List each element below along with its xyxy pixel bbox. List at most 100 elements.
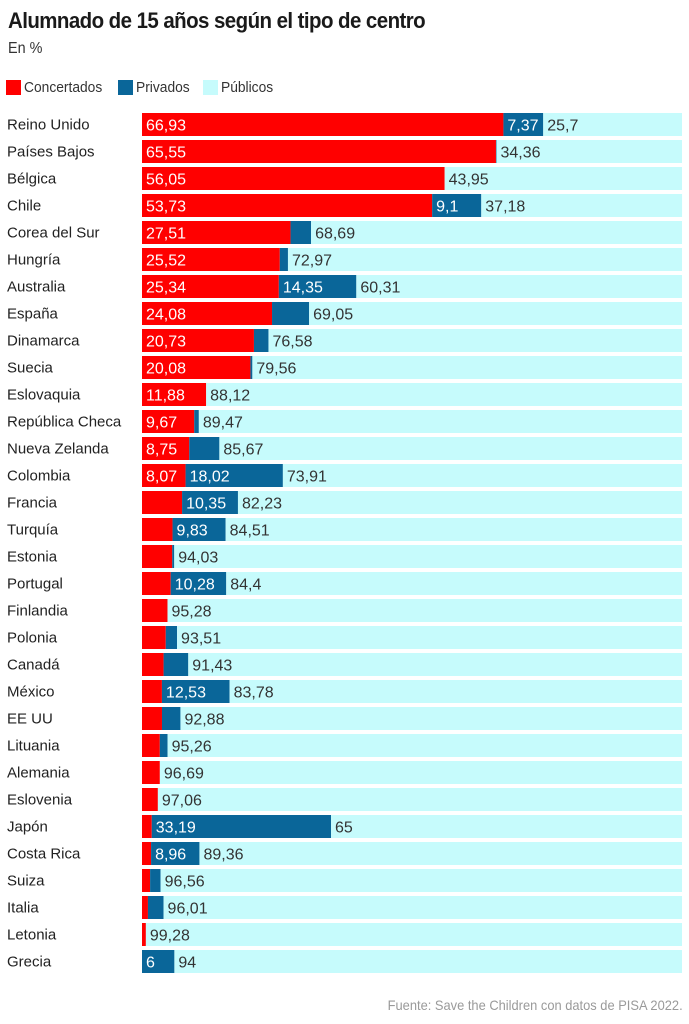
bar-segment-concertados xyxy=(142,167,445,190)
category-label: Suecia xyxy=(7,360,54,377)
category-label: Dinamarca xyxy=(7,333,80,350)
bar-segment-concertados xyxy=(142,896,148,919)
bar-segment-concertados xyxy=(142,302,273,325)
bar-segment-privados xyxy=(253,329,269,352)
bar-segment-concertados xyxy=(142,734,160,757)
data-label-publicos: 94,03 xyxy=(178,550,218,567)
data-label-publicos: 65 xyxy=(335,820,353,837)
category-label: Lituania xyxy=(7,738,60,755)
category-label: Suiza xyxy=(7,873,45,890)
bar-row: Corea del Sur 27,51 68,69 xyxy=(7,221,682,244)
legend-item-privados: Privados xyxy=(118,79,194,96)
data-label-publicos: 34,36 xyxy=(500,145,540,162)
bar-segment-publicos xyxy=(167,599,683,622)
bar-row: México 12,53 83,78 xyxy=(7,680,682,703)
category-label: Australia xyxy=(7,279,66,296)
data-label-concertados: 56,05 xyxy=(146,172,186,189)
data-label-publicos: 95,28 xyxy=(171,604,211,621)
bar-row: Suecia 20,08 79,56 xyxy=(7,356,682,379)
bar-row: Estonia 94,03 xyxy=(7,545,683,568)
bar-segment-publicos xyxy=(188,653,682,676)
category-label: Reino Unido xyxy=(7,117,90,134)
data-label-concertados: 25,34 xyxy=(146,280,186,297)
bar-row: Países Bajos 65,55 34,36 xyxy=(7,140,682,163)
bar-row: Chile 53,73 9,1 37,18 xyxy=(7,194,683,217)
category-label: Eslovenia xyxy=(7,792,73,809)
data-label-publicos: 43,95 xyxy=(449,172,489,189)
data-label-publicos: 96,69 xyxy=(164,766,204,783)
bar-segment-publicos xyxy=(226,572,683,595)
bar-segment-publicos xyxy=(157,788,682,811)
legend-item-concertados: Concertados xyxy=(6,79,109,96)
legend-label-privados: Privados xyxy=(136,79,190,96)
bar-segment-concertados xyxy=(142,842,152,865)
bar-segment-concertados xyxy=(142,491,183,514)
data-label-publicos: 60,31 xyxy=(360,280,400,297)
bar-segment-concertados xyxy=(142,140,496,163)
bar-segment-publicos xyxy=(496,140,682,163)
bar-segment-privados xyxy=(278,275,357,298)
category-label: República Checa xyxy=(7,414,122,431)
data-label-concertados: 8,75 xyxy=(146,442,177,459)
data-label-publicos: 99,28 xyxy=(150,928,190,945)
category-label: Portugal xyxy=(7,576,63,593)
data-label-privados: 6 xyxy=(146,955,155,972)
data-label-concertados: 9,67 xyxy=(146,415,177,432)
bar-segment-publicos xyxy=(159,761,682,784)
data-label-publicos: 96,01 xyxy=(168,901,208,918)
bar-segment-privados xyxy=(159,734,168,757)
category-label: Canadá xyxy=(7,657,60,674)
bar-segment-privados xyxy=(151,842,200,865)
data-label-publicos: 95,26 xyxy=(172,739,212,756)
category-label: Italia xyxy=(7,900,39,917)
bar-segment-concertados xyxy=(142,518,173,541)
bar-segment-publicos xyxy=(198,410,683,433)
data-label-publicos: 96,56 xyxy=(165,874,205,891)
bar-segment-publicos xyxy=(225,518,682,541)
data-label-concertados: 27,51 xyxy=(146,226,186,243)
bar-segment-publicos xyxy=(282,464,682,487)
bar-segment-privados xyxy=(165,626,178,649)
data-label-concertados: 20,08 xyxy=(146,361,186,378)
bar-row: Alemania 96,69 xyxy=(7,761,682,784)
bar-segment-privados xyxy=(142,950,175,973)
data-label-concertados: 24,08 xyxy=(146,307,186,324)
data-label-publicos: 73,91 xyxy=(287,469,327,486)
data-label-privados: 9,83 xyxy=(177,523,208,540)
data-label-privados: 18,02 xyxy=(190,469,230,486)
bar-row: Eslovaquia 11,88 88,12 xyxy=(7,383,682,406)
data-label-privados: 10,35 xyxy=(186,496,226,513)
bar-segment-publicos xyxy=(174,950,682,973)
chart-title: Alumnado de 15 años según el tipo de cen… xyxy=(8,8,426,33)
category-label: Finlandia xyxy=(7,603,69,620)
bar-segment-publicos xyxy=(174,545,683,568)
category-label: Alemania xyxy=(7,765,70,782)
bar-segment-concertados xyxy=(142,113,504,136)
category-label: Hungría xyxy=(7,252,61,269)
data-label-publicos: 89,47 xyxy=(203,415,243,432)
bar-segment-concertados xyxy=(142,815,152,838)
category-label: Grecia xyxy=(7,954,52,971)
bar-segment-privados xyxy=(194,410,199,433)
legend: Concertados Privados Públicos xyxy=(6,79,287,96)
bar-segment-concertados xyxy=(142,869,151,892)
legend-swatch-privados xyxy=(118,80,134,95)
bar-row: Portugal 10,28 84,4 xyxy=(7,572,683,595)
bar-row: Lituania 95,26 xyxy=(7,734,683,757)
bar-row: Dinamarca 20,73 76,58 xyxy=(7,329,682,352)
bar-segment-publicos xyxy=(356,275,682,298)
bar-row: Turquía 9,83 84,51 xyxy=(7,518,682,541)
bar-segment-publicos xyxy=(160,869,682,892)
data-label-publicos: 79,56 xyxy=(256,361,296,378)
bar-segment-concertados xyxy=(142,194,433,217)
data-label-publicos: 84,4 xyxy=(230,577,261,594)
bar-segment-privados xyxy=(161,680,230,703)
bar-segment-publicos xyxy=(206,383,682,406)
bar-segment-publicos xyxy=(444,167,682,190)
bar-row: Canadá 91,43 xyxy=(7,653,682,676)
bar-row: Hungría 25,52 72,97 xyxy=(7,248,682,271)
bar-row: Nueva Zelanda 8,75 85,67 xyxy=(7,437,682,460)
bar-row: Suiza 96,56 xyxy=(7,869,682,892)
bar-segment-publicos xyxy=(177,626,683,649)
bar-segment-publicos xyxy=(543,113,682,136)
